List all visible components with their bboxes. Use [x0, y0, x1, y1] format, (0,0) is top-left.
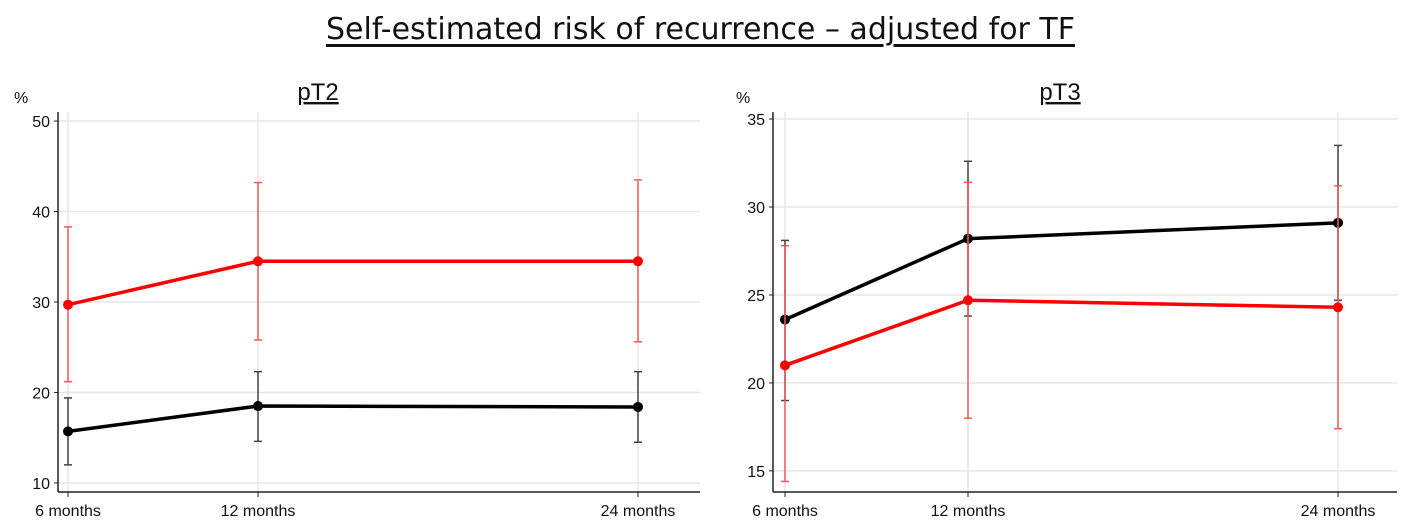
x-tick-label: 24 months	[1301, 503, 1376, 520]
y-tick-label: 35	[747, 112, 765, 129]
x-tick-label: 6 months	[35, 503, 101, 520]
main-title: Self-estimated risk of recurrence – adju…	[325, 12, 1076, 47]
y-tick-label: 10	[32, 476, 50, 493]
series-red	[63, 179, 643, 383]
series-black	[63, 370, 643, 466]
x-tick-label: 12 months	[931, 503, 1006, 520]
data-point	[633, 256, 643, 267]
series-line	[67, 259, 638, 307]
series-red	[780, 181, 1343, 483]
data-point	[63, 426, 73, 437]
data-point	[63, 299, 73, 310]
x-tick-label: 24 months	[601, 503, 676, 520]
chart-title-pt3: pT3	[1039, 79, 1080, 106]
data-point	[1333, 302, 1343, 313]
y-tick-label: 30	[32, 295, 50, 312]
y-tick-label: 20	[32, 385, 50, 402]
series-black	[780, 144, 1343, 402]
y-tick-label: 50	[32, 114, 50, 131]
data-point	[253, 401, 263, 412]
chart-title-pt2: pT2	[297, 79, 338, 106]
x-tick-label: 12 months	[221, 503, 296, 520]
y-tick-label: 15	[747, 464, 765, 481]
y-unit-label-pt3: %	[736, 90, 750, 107]
y-unit-label-pt2: %	[14, 90, 28, 107]
data-point	[253, 256, 263, 267]
x-tick-label: 6 months	[752, 503, 818, 520]
chart-panel-pt2: pT2 % 10 20 30 40 50 6 months 12 months 24 mont…	[14, 79, 700, 520]
series-line	[67, 404, 639, 434]
data-point	[780, 360, 790, 371]
chart-panel-pt3: pT3 % 15 20 25 30 35 6 months 12 months 24 mont…	[736, 79, 1397, 520]
data-point	[633, 401, 643, 412]
series-line	[784, 298, 1339, 367]
y-tick-label: 20	[747, 376, 765, 393]
y-tick-label: 25	[747, 288, 765, 305]
y-tick-label: 30	[747, 200, 765, 217]
data-point	[963, 295, 973, 306]
y-tick-label: 40	[32, 205, 50, 222]
